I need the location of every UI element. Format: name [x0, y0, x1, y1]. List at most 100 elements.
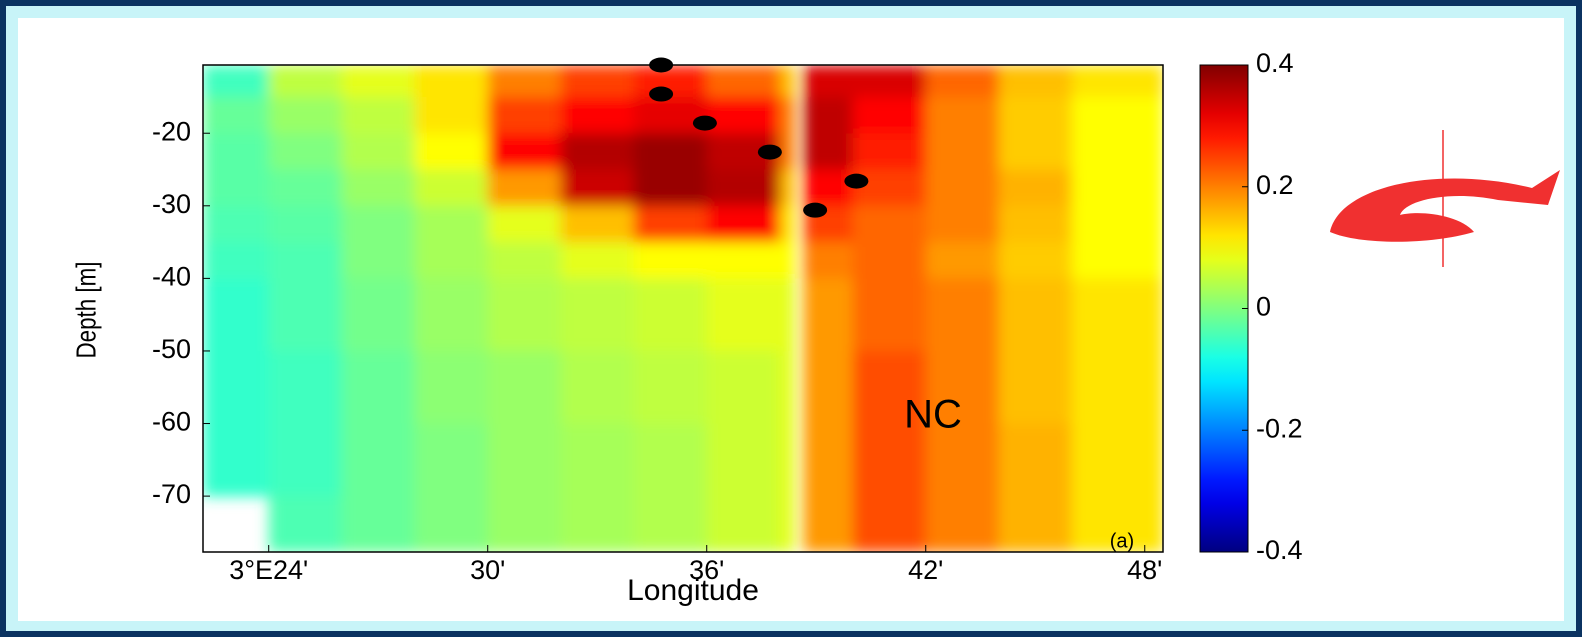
heat-cell — [633, 242, 708, 279]
heat-cell — [268, 205, 343, 243]
heat-cell — [203, 242, 270, 279]
heat-cell — [925, 133, 1000, 171]
heat-cell — [925, 96, 1000, 134]
heat-cell — [706, 65, 781, 98]
heat-cell — [414, 133, 489, 171]
heat-cell — [706, 278, 781, 352]
heat-cell — [268, 133, 343, 171]
colorbar-tick-label: 0 — [1256, 292, 1271, 322]
heat-cell — [803, 65, 854, 98]
heat-cell — [1071, 242, 1163, 279]
heat-cell — [560, 350, 635, 425]
heat-cell — [1071, 96, 1163, 134]
heat-cell — [560, 205, 635, 243]
heat-cell — [633, 350, 708, 425]
heat-cell — [487, 96, 562, 134]
heat-cell — [706, 96, 781, 134]
heat-cell — [779, 96, 795, 134]
heat-cell — [487, 278, 562, 352]
heat-cell — [560, 96, 635, 134]
heat-cell — [779, 350, 795, 425]
heat-cell — [925, 65, 1000, 98]
heat-cell — [1071, 350, 1163, 425]
heat-cell — [341, 242, 416, 279]
heat-cell — [268, 242, 343, 279]
heat-cell — [203, 278, 270, 352]
heat-cell — [560, 496, 635, 552]
heat-cell — [268, 350, 343, 425]
cells — [203, 65, 1163, 552]
x-tick-label: 30' — [470, 555, 505, 585]
heat-cell — [706, 350, 781, 425]
x-axis-title: Longitude — [627, 574, 759, 607]
heat-cell — [852, 169, 927, 207]
heat-cell — [341, 169, 416, 207]
heat-cell — [998, 65, 1073, 98]
station-marker — [757, 144, 782, 160]
heat-cell — [998, 133, 1073, 171]
plot-frame — [202, 64, 1164, 553]
heat-cell — [268, 278, 343, 352]
heat-cell — [268, 169, 343, 207]
heat-cell — [203, 205, 270, 243]
heat-cell — [925, 350, 1000, 425]
heat-cell — [560, 169, 635, 207]
heat-cell — [1071, 278, 1163, 352]
heat-cell — [268, 423, 343, 497]
heat-cell — [414, 169, 489, 207]
heat-cell — [803, 350, 854, 425]
heat-cell — [560, 65, 635, 98]
heat-cell — [706, 496, 781, 552]
heat-cell — [925, 423, 1000, 497]
heat-cell — [1071, 496, 1163, 552]
heat-cell — [203, 423, 270, 497]
heat-cell — [341, 133, 416, 171]
heat-cell — [633, 496, 708, 552]
heat-cell — [487, 423, 562, 497]
heat-cell — [925, 496, 1000, 552]
heat-cell — [779, 169, 795, 207]
heat-cell — [633, 169, 708, 207]
heat-cell — [1071, 423, 1163, 497]
y-tick-label: -40 — [152, 262, 191, 292]
heat-cell — [414, 96, 489, 134]
heat-cell — [203, 169, 270, 207]
heat-cell — [852, 423, 927, 497]
heat-cell — [1071, 169, 1163, 207]
heat-cell — [852, 278, 927, 352]
heat-cell — [414, 350, 489, 425]
colorbar-tick-label: 0.4 — [1256, 48, 1294, 78]
heat-cell — [341, 496, 416, 552]
heat-cell — [633, 205, 708, 243]
heat-cell — [998, 423, 1073, 497]
heat-cell — [706, 423, 781, 497]
heat-cell — [779, 65, 795, 98]
heat-cell — [706, 205, 781, 243]
heat-cell — [633, 96, 708, 134]
heat-cell — [203, 96, 270, 134]
heat-cell — [803, 96, 854, 134]
heat-cell — [706, 169, 781, 207]
colorbar-tick-label: -0.2 — [1256, 413, 1303, 443]
colorbar-tick-label: -0.4 — [1256, 535, 1303, 565]
heat-cell — [203, 133, 270, 171]
heat-cell — [852, 205, 927, 243]
x-tick-label: 48' — [1127, 555, 1162, 585]
heat-cell — [852, 65, 927, 98]
heat-cell — [803, 133, 854, 171]
heat-cell — [852, 242, 927, 279]
heat-cell — [560, 242, 635, 279]
x-tick-label: 36' — [689, 555, 724, 585]
heat-cell — [414, 423, 489, 497]
heat-cell — [414, 278, 489, 352]
heat-cell — [803, 496, 854, 552]
heat-cell — [803, 423, 854, 497]
heat-cell — [852, 496, 927, 552]
rotation-icon — [1330, 170, 1560, 242]
station-marker — [803, 202, 828, 218]
y-tick-label: -20 — [152, 116, 191, 146]
heat-cell — [803, 278, 854, 352]
heat-cell — [268, 496, 343, 552]
